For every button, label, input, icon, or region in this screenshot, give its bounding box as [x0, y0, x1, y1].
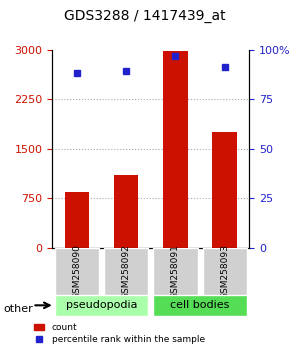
Bar	[203, 248, 247, 296]
Bar	[153, 295, 247, 316]
Text: GSM258090: GSM258090	[72, 244, 81, 299]
Bar	[64, 192, 89, 248]
Text: pseudopodia: pseudopodia	[66, 300, 137, 310]
Bar	[213, 132, 237, 248]
Text: GDS3288 / 1417439_at: GDS3288 / 1417439_at	[64, 9, 226, 23]
Bar	[55, 295, 148, 316]
Text: other: other	[3, 304, 33, 314]
Legend: count, percentile rank within the sample: count, percentile rank within the sample	[34, 323, 205, 344]
Text: cell bodies: cell bodies	[171, 300, 230, 310]
Text: GSM258092: GSM258092	[122, 244, 131, 299]
Bar	[114, 175, 139, 248]
Text: GSM258093: GSM258093	[220, 244, 229, 299]
Bar	[104, 248, 148, 296]
Bar	[55, 248, 99, 296]
Bar	[153, 248, 198, 296]
Text: GSM258091: GSM258091	[171, 244, 180, 299]
Bar	[163, 51, 188, 248]
